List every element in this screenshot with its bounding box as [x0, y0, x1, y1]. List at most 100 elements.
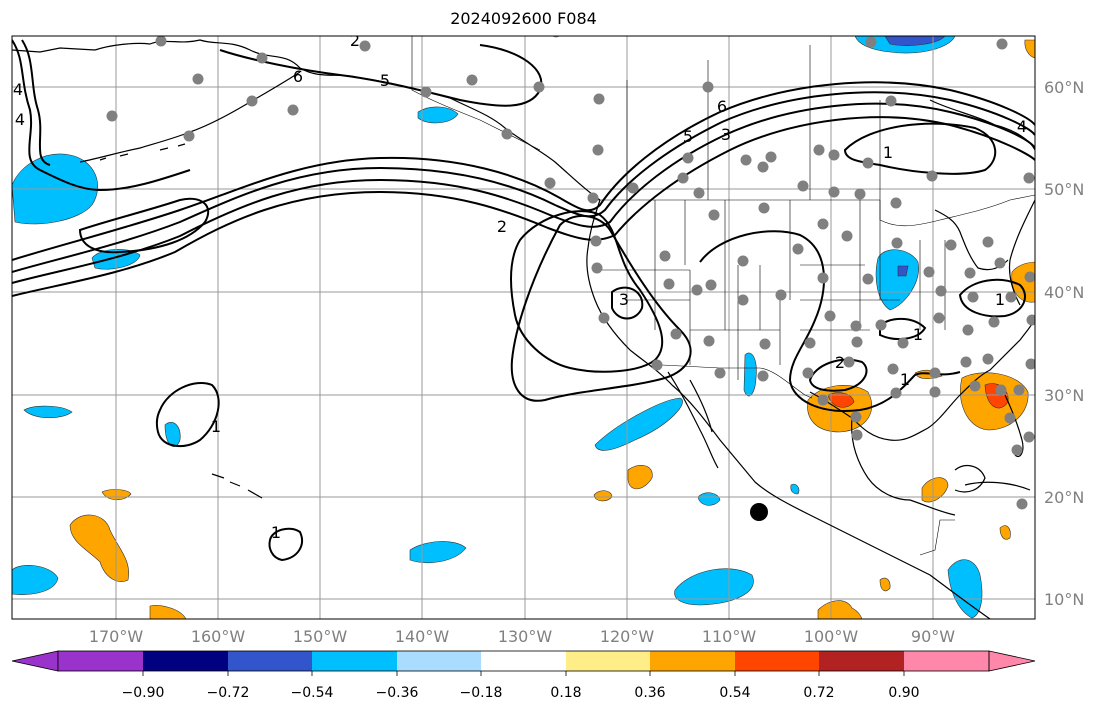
contour — [958, 278, 1026, 318]
station-dot — [765, 151, 777, 163]
station-dot — [1025, 358, 1035, 370]
colorbar-segment — [566, 651, 650, 671]
station-dot — [682, 152, 694, 164]
shade-positive — [149, 605, 187, 619]
station-dot — [1016, 498, 1028, 510]
colorbar-tick-label: −0.72 — [207, 685, 250, 701]
station-dot — [995, 384, 1007, 396]
station-dot — [994, 257, 1006, 269]
border-states — [600, 200, 946, 380]
contour-label: 4 — [1017, 117, 1027, 136]
station-dot — [591, 262, 603, 274]
contour — [510, 214, 692, 402]
station-dot — [828, 186, 840, 198]
station-dot — [982, 353, 994, 365]
contour-label: 3 — [721, 125, 731, 144]
station-dot — [967, 291, 979, 303]
contour-label: 3 — [619, 290, 629, 309]
station-dot — [817, 394, 829, 406]
shade-positive — [593, 490, 613, 502]
contour-label: 6 — [717, 97, 727, 116]
station-dot — [862, 157, 874, 169]
border-us-canada — [595, 194, 1035, 227]
shade-negative — [164, 421, 181, 447]
shade-negative — [674, 568, 754, 606]
station-dot — [759, 338, 771, 350]
shade-negative — [743, 352, 757, 397]
station-dot — [897, 337, 909, 349]
contour-label: 4 — [15, 110, 25, 129]
border-us-mexico — [661, 364, 813, 399]
station-dot — [813, 144, 825, 156]
coast-alaska-north — [12, 47, 96, 53]
shade-negative — [594, 397, 683, 451]
lat-label: 20°N — [1044, 488, 1084, 507]
station-dot — [792, 243, 804, 255]
station-dot — [996, 38, 1008, 50]
station-dot — [757, 370, 769, 382]
station-dot — [850, 320, 862, 332]
contour-label: 5 — [683, 127, 693, 146]
station-dot — [929, 386, 941, 398]
station-dot — [945, 239, 957, 251]
station-dot — [533, 81, 545, 93]
station-dot — [592, 144, 604, 156]
station-dot — [287, 104, 299, 116]
shade-positive — [817, 600, 863, 619]
station-dot — [824, 310, 836, 322]
longitude-labels: 170°W 160°W 150°W 140°W 130°W 120°W 110°… — [89, 627, 955, 646]
station-dot — [663, 278, 675, 290]
contour-label: 1 — [913, 325, 923, 344]
shade-positive — [1024, 39, 1035, 59]
station-dot — [587, 192, 599, 204]
colorbar-segment — [143, 651, 228, 671]
colorbar-tick-label: −0.54 — [291, 685, 334, 701]
station-dot — [1013, 384, 1025, 396]
station-dot — [854, 188, 866, 200]
contour — [12, 116, 1035, 297]
colorbar-segment — [904, 651, 989, 671]
station-dot — [891, 237, 903, 249]
contour-label: 2 — [835, 353, 845, 372]
station-dot — [501, 128, 513, 140]
lon-label: 140°W — [395, 627, 450, 646]
station-dot — [850, 411, 862, 423]
station-dot — [359, 40, 371, 52]
colorbar-tick-label: 0.90 — [888, 685, 919, 701]
contour-label: 1 — [883, 143, 893, 162]
station-dot — [593, 93, 605, 105]
shade-positive — [921, 477, 949, 503]
colorbar-segment — [397, 651, 481, 671]
station-dot — [982, 236, 994, 248]
contour — [510, 210, 664, 373]
station-dot — [737, 255, 749, 267]
lon-label: 150°W — [293, 627, 348, 646]
shade-positive-strong — [827, 392, 855, 408]
station-dot — [960, 356, 972, 368]
contour — [155, 382, 220, 448]
station-dot — [817, 218, 829, 230]
station-dot — [1011, 444, 1023, 456]
station-dot — [865, 36, 877, 48]
station-dot — [804, 337, 816, 349]
colorbar-tick-label: −0.18 — [460, 685, 503, 701]
station-dot — [926, 170, 938, 182]
station-dot — [1023, 431, 1035, 443]
contour — [699, 230, 961, 412]
lat-label: 10°N — [1044, 590, 1084, 609]
station-dot — [802, 367, 814, 379]
contour-label: 1 — [211, 417, 221, 436]
lat-label: 60°N — [1044, 78, 1084, 97]
station-dot — [246, 95, 258, 107]
station-dot — [875, 319, 887, 331]
lon-label: 170°W — [89, 627, 144, 646]
shade-negative — [875, 249, 919, 311]
lon-label: 160°W — [191, 627, 246, 646]
station-dot — [627, 182, 639, 194]
contour-label: 4 — [13, 80, 23, 99]
station-dot — [757, 161, 769, 173]
coast-yucatan — [954, 464, 986, 493]
station-dot — [693, 187, 705, 199]
station-dot — [705, 279, 717, 291]
